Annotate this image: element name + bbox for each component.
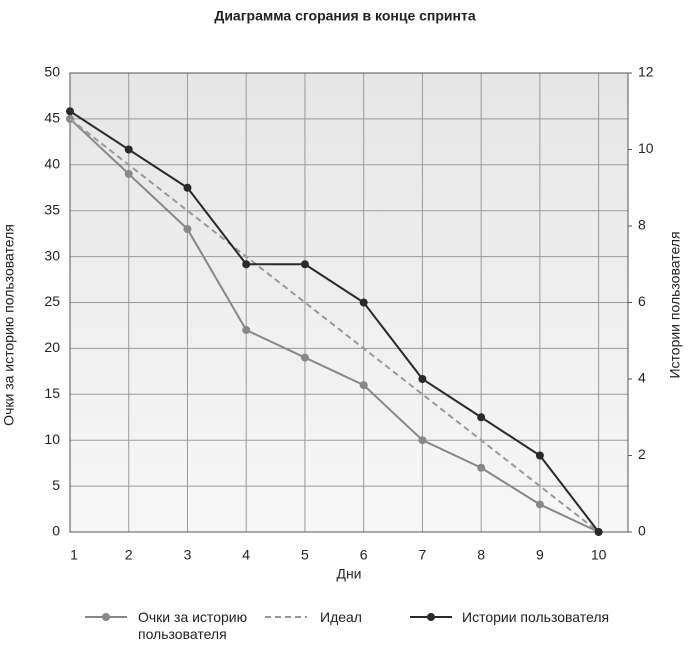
point xyxy=(477,413,486,422)
series-line xyxy=(69,110,600,533)
y-tick-label: 25 xyxy=(44,293,60,309)
chart: Диаграмма сгорания в конце спринта Дни О… xyxy=(1,8,683,582)
y-tick-label: 20 xyxy=(44,339,60,355)
y-tick-label: 10 xyxy=(44,431,60,447)
series-line xyxy=(69,118,600,533)
x-tick-label: 5 xyxy=(301,547,309,563)
point xyxy=(242,260,251,269)
x-tick-label: 10 xyxy=(591,547,607,563)
point xyxy=(418,375,427,383)
y-tick-label: 40 xyxy=(44,156,60,172)
point xyxy=(535,500,544,509)
legend xyxy=(85,613,452,621)
y-tick-label: 45 xyxy=(44,110,60,126)
y2-tick-label: 6 xyxy=(638,293,646,309)
y-tick-label: 30 xyxy=(44,247,60,263)
point xyxy=(535,451,544,460)
legend-label: Идеал xyxy=(320,609,362,625)
point xyxy=(359,381,368,390)
legend-label: Истории пользователя xyxy=(462,609,610,625)
y2-tick-label: 2 xyxy=(638,446,646,462)
point xyxy=(300,260,309,269)
legend-marker xyxy=(102,613,110,621)
point xyxy=(359,298,368,307)
x-tick-label: 9 xyxy=(536,547,544,563)
y2-tick-label: 10 xyxy=(638,140,654,156)
y2-axis-label: Истории пользователя xyxy=(667,231,683,378)
y-tick-label: 5 xyxy=(52,477,60,493)
x-tick-label: 2 xyxy=(125,547,133,563)
y-tick-label: 50 xyxy=(44,64,60,80)
point xyxy=(124,169,133,178)
y2-tick-label: 8 xyxy=(638,217,646,233)
y2-tick-label: 4 xyxy=(638,370,646,386)
point xyxy=(477,463,486,472)
series-line xyxy=(69,118,600,533)
x-tick-label: 8 xyxy=(477,547,485,563)
point xyxy=(242,326,251,335)
y2-tick-label: 12 xyxy=(638,64,654,80)
point xyxy=(183,183,192,192)
y2-tick-label: 0 xyxy=(638,523,646,539)
legend-label: Очки за историю пользователя xyxy=(138,609,248,642)
x-tick-label: 7 xyxy=(419,547,427,563)
point xyxy=(66,107,74,116)
y-tick-label: 15 xyxy=(44,385,60,401)
y-tick-label: 35 xyxy=(44,201,60,217)
x-tick-label: 4 xyxy=(242,547,250,563)
x-tick-label: 3 xyxy=(184,547,192,563)
point xyxy=(418,436,427,445)
legend-marker xyxy=(427,613,435,621)
point xyxy=(183,225,192,234)
chart-title: Диаграмма сгорания в конце спринта xyxy=(214,8,476,24)
point xyxy=(124,145,133,154)
point xyxy=(594,528,603,536)
x-axis-label: Дни xyxy=(336,566,361,582)
x-tick-label: 6 xyxy=(360,547,368,563)
plot-border xyxy=(69,72,629,533)
y-tick-label: 0 xyxy=(52,523,60,539)
y-axis-label: Очки за историю пользователя xyxy=(1,224,17,426)
point xyxy=(300,353,309,362)
x-tick-label: 1 xyxy=(70,547,78,563)
